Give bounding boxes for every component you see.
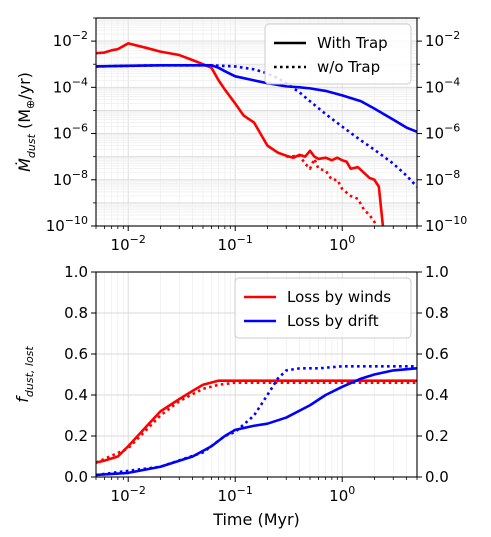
y-tick-label-right: 0.0 xyxy=(425,468,449,486)
x-tick-label: 10−1 xyxy=(218,484,253,505)
y-tick-label-left: 0.4 xyxy=(64,386,88,404)
series-line-1 xyxy=(96,379,417,464)
legend-label-1: With Trap xyxy=(317,34,388,52)
legend-label-2: Loss by drift xyxy=(287,312,379,330)
y-tick-label-left: 0.2 xyxy=(64,427,88,445)
panel-1: 10−2 10−1 100 10−2 10−2 10−4 10−4 10−6 10−6 10−8 1… xyxy=(15,17,467,254)
series-line-4 xyxy=(96,365,417,477)
y-tick-label-right: 10−4 xyxy=(425,75,460,96)
legend-label-1: Loss by winds xyxy=(287,288,391,306)
y-tick-label-right: 0.8 xyxy=(425,304,449,322)
series-line-3 xyxy=(96,63,417,133)
y-tick-label-right: 0.4 xyxy=(425,386,449,404)
series-group xyxy=(96,42,417,226)
y-tick-label-left: 10−10 xyxy=(46,214,88,235)
x-tick-label: 10−2 xyxy=(111,233,146,254)
y-tick-label-right: 10−2 xyxy=(425,29,460,50)
y-tick-label-right: 10−6 xyxy=(425,122,460,143)
y-tick-label-left: 10−6 xyxy=(53,122,88,143)
series-line-2 xyxy=(96,381,417,464)
series-line-2 xyxy=(286,154,378,226)
legend-box xyxy=(234,277,412,339)
x-axis-label: Time (Myr) xyxy=(212,510,300,529)
y-tick-label-left: 1.0 xyxy=(64,263,88,281)
y-tick-label-left: 10−2 xyxy=(53,29,88,50)
series-group xyxy=(96,365,417,477)
x-tick-label: 100 xyxy=(329,484,355,505)
series-line-3 xyxy=(96,367,417,477)
axes-frame xyxy=(95,17,418,227)
y-tick-label-left: 0.6 xyxy=(64,345,88,363)
y-tick-label-left: 0.0 xyxy=(64,468,88,486)
y-tick-label-left: 0.8 xyxy=(64,304,88,322)
axes-frame xyxy=(95,271,418,478)
legend: Loss by winds Loss by drift xyxy=(234,277,412,339)
legend-box xyxy=(264,23,412,85)
y-tick-label-right: 10−8 xyxy=(425,168,460,189)
x-tick-label: 10−1 xyxy=(218,233,253,254)
x-tick-label: 100 xyxy=(329,233,355,254)
y-tick-label-right: 10−10 xyxy=(425,214,467,235)
y-tick-label-right: 1.0 xyxy=(425,263,449,281)
y-tick-label-right: 0.6 xyxy=(425,345,449,363)
x-tick-label: 10−2 xyxy=(111,484,146,505)
y-axis-label: fdust, lost xyxy=(13,346,36,403)
legend: With Trap w/o Trap xyxy=(264,23,412,85)
panel-2: 10−2 10−1 100 0.0 0.0 0.2 0.2 0.4 0.4 0.6 0.6 0.8 0.… xyxy=(13,263,449,529)
legend-label-2: w/o Trap xyxy=(317,58,380,76)
y-tick-label-right: 0.2 xyxy=(425,427,449,445)
y-tick-label-left: 10−4 xyxy=(53,75,88,96)
y-axis-label: Ṁdust (M⊕/yr) xyxy=(15,72,38,172)
y-tick-label-left: 10−8 xyxy=(53,168,88,189)
